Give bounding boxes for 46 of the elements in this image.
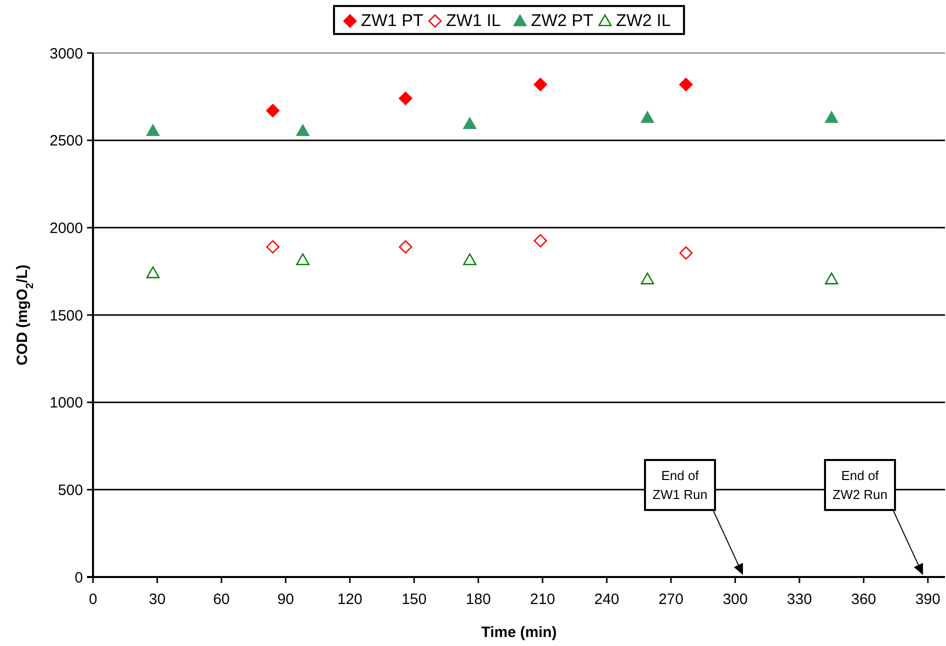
point	[296, 124, 310, 136]
point	[146, 124, 160, 136]
annotation: End of ZW2 Run	[832, 468, 888, 502]
point	[533, 77, 548, 92]
x-tick-label: 270	[658, 591, 684, 608]
legend-label: ZW2 IL	[616, 11, 671, 30]
x-tick-label: 240	[594, 591, 620, 608]
point	[398, 240, 412, 254]
x-tick-label: 90	[277, 591, 294, 608]
point	[463, 253, 476, 266]
x-axis-title: Time (min)	[481, 624, 557, 641]
point	[146, 266, 160, 278]
point	[824, 110, 839, 123]
point	[266, 104, 280, 118]
legend-label: ZW2 PT	[531, 11, 594, 30]
x-tick-label: 330	[786, 591, 812, 608]
x-tick-label: 60	[213, 591, 230, 608]
point	[266, 240, 280, 254]
y-tick-label: 500	[58, 482, 83, 499]
point	[679, 246, 693, 260]
point	[534, 234, 548, 248]
y-tick-label: 1000	[50, 394, 83, 412]
point	[824, 272, 838, 284]
point	[296, 253, 310, 266]
y-tick-label: 2500	[50, 132, 83, 150]
x-tick-label: 30	[148, 591, 166, 608]
point	[462, 116, 477, 129]
y-tick-label: 3000	[50, 45, 83, 62]
point	[398, 91, 413, 106]
legend-label: ZW1 IL	[446, 11, 501, 30]
y-tick-label: 2000	[50, 220, 83, 237]
x-tick-label: 180	[466, 591, 491, 608]
y-tick-label: 0	[74, 569, 83, 586]
point	[640, 272, 654, 284]
point	[678, 77, 693, 92]
annotation: End of ZW1 Run	[652, 468, 708, 502]
x-tick-label: 360	[851, 591, 876, 608]
point	[640, 110, 654, 123]
x-tick-label: 300	[722, 591, 748, 608]
x-tick-label: 0	[88, 591, 98, 608]
x-tick-label: 210	[530, 591, 556, 608]
x-tick-label: 120	[337, 591, 362, 608]
x-tick-label: 150	[402, 591, 427, 608]
x-tick-label: 390	[915, 591, 940, 608]
y-tick-label: 1500	[50, 307, 83, 324]
legend-label: ZW1 PT	[361, 11, 424, 30]
